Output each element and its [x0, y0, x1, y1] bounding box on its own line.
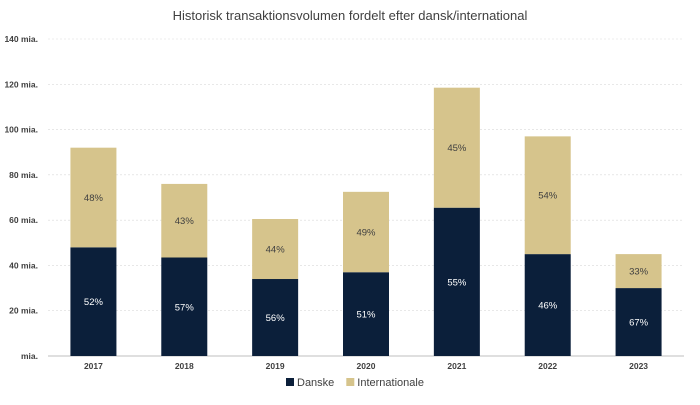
- bar-segment-internationale: [70, 147, 117, 248]
- bar-segment-internationale: [161, 183, 208, 258]
- legend-swatch-internationale: [346, 378, 355, 386]
- bar-segment-internationale: [343, 191, 389, 273]
- bar-segment-danske: [433, 207, 480, 356]
- bar-segment-internationale: [252, 219, 299, 280]
- y-tick-label: 140 mia.: [4, 34, 38, 44]
- y-tick-label: 40 mia.: [9, 260, 38, 270]
- data-label: 55%: [447, 277, 467, 288]
- gridlines: [48, 38, 684, 357]
- bar-segment-internationale: [524, 136, 571, 255]
- data-label: 45%: [447, 143, 467, 154]
- chart-title: Historisk transaktionsvolumen fordelt ef…: [173, 8, 528, 23]
- bar-segment-danske: [343, 272, 389, 356]
- y-tick-label: 100 mia.: [4, 125, 38, 135]
- data-label: 48%: [84, 193, 104, 204]
- bar-segment-danske: [615, 288, 662, 356]
- y-tick-label: 80 mia.: [9, 170, 38, 180]
- bar-segment-internationale: [433, 87, 480, 208]
- data-label: 33%: [629, 267, 649, 278]
- data-label: 44%: [266, 245, 286, 256]
- legend-label: Danske: [297, 377, 334, 389]
- y-tick-label: 60 mia.: [9, 215, 38, 225]
- data-label: 52%: [84, 297, 104, 308]
- data-label: 67%: [629, 318, 649, 329]
- legend: Danske Internationale: [286, 377, 424, 389]
- bar-segment-danske: [252, 279, 299, 356]
- bar-segment-danske: [70, 247, 117, 356]
- legend-swatch-danske: [286, 378, 294, 386]
- data-label: 57%: [175, 302, 195, 313]
- data-label: 54%: [538, 191, 558, 202]
- bar-segment-danske: [161, 257, 208, 356]
- bar-segment-internationale: [615, 254, 662, 289]
- data-label: 51%: [356, 310, 376, 321]
- x-tick-label: 2019: [266, 361, 285, 371]
- x-tick-label: 2018: [175, 361, 194, 371]
- x-tick-label: 2020: [357, 361, 376, 371]
- y-tick-label: 20 mia.: [9, 306, 38, 316]
- x-tick-label: 2023: [629, 361, 648, 371]
- y-axis: mia. 20 mia. 40 mia. 60 mia. 80 mia. 100 mia.…: [4, 34, 38, 361]
- bar-segment-danske: [524, 254, 571, 356]
- legend-label: Internationale: [357, 377, 424, 389]
- y-tick-label: 120 mia.: [4, 79, 38, 89]
- data-label: 46%: [538, 301, 558, 312]
- bars: 52% 48% 57% 43% 56% 44% 51% 49% 55% 45% 46% 54% 67% 3…: [70, 87, 662, 356]
- x-tick-label: 2022: [538, 361, 557, 371]
- data-label: 49%: [356, 228, 376, 239]
- x-tick-label: 2017: [84, 361, 103, 371]
- x-axis: 2017 2018 2019 2020 2021 2022 2023: [84, 361, 648, 371]
- y-tick-label: mia.: [21, 351, 38, 361]
- data-label: 56%: [266, 313, 286, 324]
- data-label: 43%: [175, 216, 195, 227]
- x-tick-label: 2021: [447, 361, 466, 371]
